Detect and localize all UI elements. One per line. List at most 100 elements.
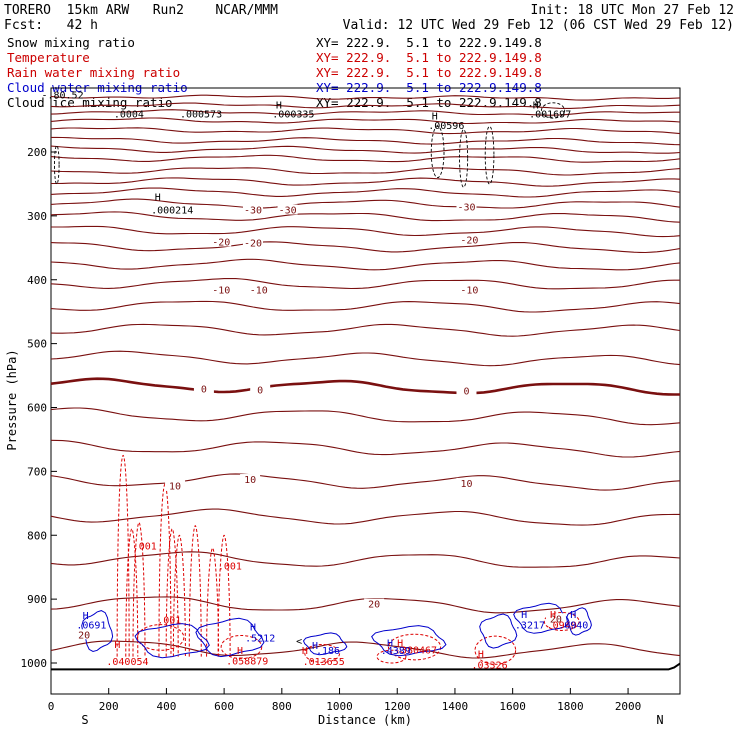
contour-labels: -30 -30 -30 -20 -20 -20 -10 -10 -10 0 0 0 10 10 10 20 20… xyxy=(41,91,588,672)
legend: Snow mixing ratio XY= 222.9. 5.1 to 222.… xyxy=(7,35,542,110)
x-tick-label: 800 xyxy=(272,700,292,713)
axes: 0 200 400 600 800 1000 1200 1400 1600 1800 2000200… xyxy=(21,146,642,713)
isotherm-label-bg xyxy=(277,204,298,215)
y-tick-label: 600 xyxy=(27,402,47,415)
isotherm-line xyxy=(51,225,681,238)
maximum-marker: H xyxy=(237,646,243,657)
x-tick-label: 200 xyxy=(99,700,119,713)
isotherm-label-bg xyxy=(242,204,263,215)
maximum-marker: H xyxy=(302,646,308,657)
isotherm-line xyxy=(50,508,680,526)
isotherm-label: 10 xyxy=(169,481,181,492)
x-axis-start-label: S xyxy=(81,713,88,727)
maximum-marker: H xyxy=(521,610,527,621)
rain-contour xyxy=(165,528,179,657)
isotherm-label: -30 xyxy=(279,205,297,216)
isotherm-line xyxy=(51,136,681,146)
rain-label: .058879 xyxy=(226,656,268,667)
isotherm-line xyxy=(50,350,681,367)
forecast-hour: Fcst: 42 h xyxy=(4,18,98,33)
legend-snow-label: Snow mixing ratio xyxy=(7,35,135,50)
isotherm-line xyxy=(51,177,681,187)
cloud-water-contour xyxy=(195,617,265,658)
maximum-marker: H xyxy=(155,193,161,204)
rain-contour xyxy=(158,483,172,657)
maximum-marker: H xyxy=(276,101,282,112)
rain-label: .040054 xyxy=(106,657,148,668)
rain-contour xyxy=(474,635,517,665)
rain-contour xyxy=(172,534,186,657)
isotherm-line xyxy=(50,241,681,254)
isotherm-line xyxy=(50,277,680,290)
y-tick-label: 500 xyxy=(27,338,47,351)
rain-label: .380467 xyxy=(395,646,437,657)
cloud-water-contours xyxy=(81,602,592,659)
rain-label: .013655 xyxy=(303,657,345,668)
temperature-isotherms xyxy=(50,94,681,659)
isotherm-label: 0 xyxy=(463,386,469,397)
minimum-marker: < xyxy=(296,637,302,648)
isotherm-line xyxy=(50,154,681,163)
rain-contours xyxy=(116,454,580,665)
isotherm-label: -30 xyxy=(457,202,475,213)
isotherm-label: -10 xyxy=(250,285,268,296)
rain-contour xyxy=(304,643,341,663)
header: TORERO 15km ARW Run2 NCAR/MMM Init: 18 U… xyxy=(4,3,734,33)
isotherm-label: 10 xyxy=(244,475,256,486)
isotherm-label: 20 xyxy=(78,630,90,641)
rain-contour xyxy=(387,633,442,661)
snow-max-label: .000573 xyxy=(180,110,222,121)
legend-rain-label: Rain water mixing ratio xyxy=(7,65,180,80)
isotherm-line xyxy=(50,167,681,176)
isotherm-label: 20 xyxy=(550,614,562,625)
x-tick-label: 1800 xyxy=(557,700,584,713)
cloud-water-label: .3217 xyxy=(515,621,545,632)
isotherm-label: -30 xyxy=(244,205,262,216)
x-tick-label: 1200 xyxy=(384,700,411,713)
isotherm-line xyxy=(50,94,681,101)
y-tick-label: 1000 xyxy=(21,657,48,670)
isotherm-line xyxy=(50,198,681,209)
snow-contour xyxy=(459,129,469,188)
snow-contour xyxy=(54,145,60,185)
isotherm-line xyxy=(50,439,681,458)
maximum-marker: H xyxy=(478,649,484,660)
maximum-marker: H xyxy=(114,640,120,651)
isotherm-label-bg xyxy=(456,385,477,396)
maximum-marker: H xyxy=(83,611,89,622)
cloud-water-contour xyxy=(479,613,518,649)
isotherm-line xyxy=(50,102,681,109)
isotherm-label-bg xyxy=(364,598,385,609)
legend-snow-xy: XY= 222.9. 5.1 to 222.9.149.8 xyxy=(316,35,542,50)
isotherm-line xyxy=(50,323,681,337)
maximum-marker: H xyxy=(432,112,438,123)
rain-label: .0940 xyxy=(547,621,577,632)
cloud-water-contour xyxy=(371,625,447,657)
isotherm-label-bg xyxy=(459,234,480,245)
rain-label: .001 xyxy=(218,561,242,572)
rain-contour xyxy=(220,635,263,660)
isotherm-label-bg xyxy=(74,629,95,640)
isotherm-label-bg xyxy=(193,383,214,394)
rain-label: .03326 xyxy=(472,660,508,671)
snow-max-label: -.80.52 xyxy=(41,91,83,102)
isotherm-label: 20 xyxy=(368,600,380,611)
x-tick-label: 1600 xyxy=(499,700,526,713)
isotherm-line xyxy=(50,211,681,223)
y-axis-title: Pressure (hPa) xyxy=(5,349,19,450)
rain-contour xyxy=(376,649,407,664)
rain-contour xyxy=(217,534,231,657)
x-tick-label: 1400 xyxy=(442,700,469,713)
rain-contour xyxy=(543,612,580,631)
x-tick-label: 2000 xyxy=(615,700,642,713)
isotherm-label-bg xyxy=(459,284,480,295)
isotherm-line xyxy=(50,377,680,396)
isotherm-line xyxy=(50,473,681,491)
plot-frame xyxy=(50,87,681,695)
cloud-water-label: .4389 xyxy=(381,646,411,657)
legend-temperature-xy: XY= 222.9. 5.1 to 222.9.149.8 xyxy=(316,50,542,65)
terrain-line xyxy=(51,662,681,671)
run-title: TORERO 15km ARW Run2 NCAR/MMM xyxy=(4,3,278,18)
isotherm-label-bg xyxy=(250,384,271,395)
